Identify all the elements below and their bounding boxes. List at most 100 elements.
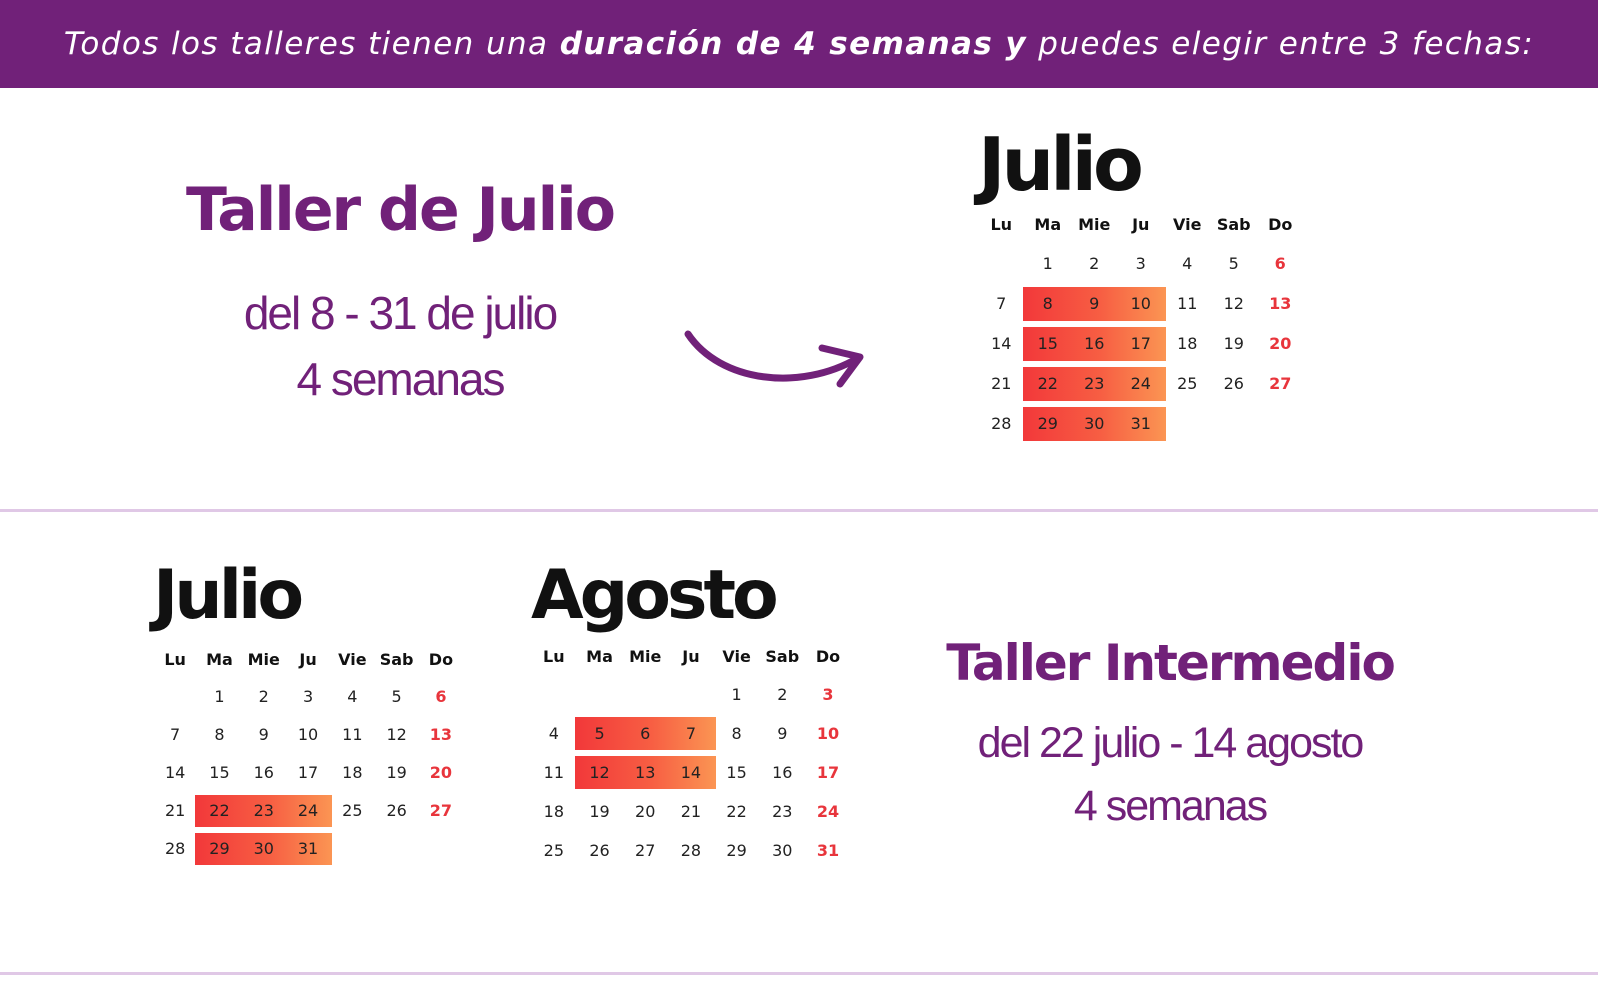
weekday-label: Ma bbox=[1034, 215, 1062, 234]
calendar-week-row: 1 2 3 4 5 6 bbox=[978, 244, 1304, 284]
calendar-week-row: 7 8 9 10 11 12 13 bbox=[153, 716, 463, 754]
calendar-day: 2 bbox=[258, 687, 269, 706]
calendar-week-row: 21 22 23 24 25 26 27 bbox=[153, 792, 463, 830]
calendar-day: 19 bbox=[1223, 334, 1244, 353]
workshop-highlight-band bbox=[574, 756, 716, 789]
calendar-day: 9 bbox=[258, 725, 269, 744]
calendar-week-row: 18 19 20 21 22 23 24 bbox=[531, 792, 851, 831]
calendar-day: 16 bbox=[1084, 334, 1105, 353]
weekday-label: Vie bbox=[1173, 215, 1202, 234]
weekday-label: Sab bbox=[1216, 215, 1251, 234]
section-divider bbox=[0, 509, 1598, 512]
weekday-label: Sab bbox=[765, 647, 800, 666]
calendar-day: 11 bbox=[543, 763, 565, 782]
calendar-day: 26 bbox=[589, 841, 610, 860]
calendar-day: 7 bbox=[685, 724, 696, 743]
weekday-header-row: Lu Ma Mie Ju Vie Sab Do bbox=[531, 638, 851, 675]
calendar-day-empty bbox=[978, 244, 1025, 284]
calendar-day: 28 bbox=[164, 839, 186, 858]
calendar-day: 15 bbox=[209, 763, 230, 782]
calendar-day: 27 bbox=[635, 841, 656, 860]
calendar-day: 3 bbox=[1135, 254, 1146, 273]
calendar-day: 8 bbox=[214, 725, 225, 744]
section-divider bbox=[0, 972, 1598, 975]
weekday-label: Mie bbox=[1078, 215, 1111, 234]
calendar-day: 26 bbox=[1223, 374, 1244, 393]
calendar-week-row: 1 2 3 4 5 6 bbox=[153, 678, 463, 716]
calendar-day: 18 bbox=[543, 802, 565, 821]
calendar-day: 14 bbox=[991, 334, 1012, 353]
calendar-day: 3 bbox=[302, 687, 314, 706]
calendar-day: 2 bbox=[1089, 254, 1100, 273]
calendar-day-empty bbox=[668, 675, 714, 714]
calendar-day: 15 bbox=[1037, 334, 1058, 353]
banner-text-bold: duración de 4 semanas y bbox=[559, 26, 1028, 62]
calendar-week-row: 25 26 27 28 29 30 31 bbox=[531, 831, 851, 870]
curved-arrow-right-icon bbox=[684, 330, 864, 388]
calendar-day: 14 bbox=[164, 763, 186, 782]
workshop-highlight-band bbox=[195, 795, 333, 827]
workshop-dates: del 8 - 31 de julio bbox=[243, 287, 558, 339]
calendar-day: 23 bbox=[772, 802, 793, 821]
calendar-day: 30 bbox=[253, 839, 274, 858]
calendar-day: 17 bbox=[1130, 334, 1151, 353]
calendar-day: 20 bbox=[429, 763, 453, 782]
banner-text-start: Todos los talleres tienen una bbox=[63, 26, 560, 62]
workshop-highlight-band bbox=[1022, 407, 1166, 441]
calendar-day: 19 bbox=[589, 802, 610, 821]
calendar-day: 6 bbox=[640, 724, 651, 743]
calendar-day: 17 bbox=[297, 763, 319, 782]
calendar-day: 8 bbox=[731, 724, 742, 743]
calendar-day: 8 bbox=[1042, 294, 1053, 313]
calendar-day: 28 bbox=[991, 414, 1012, 433]
weekday-label: Mie bbox=[247, 650, 280, 669]
workshop-title: Taller Intermedio bbox=[946, 634, 1396, 692]
weekday-label: Mie bbox=[629, 647, 662, 666]
calendar-day: 1 bbox=[1042, 254, 1053, 273]
calendar-day-empty bbox=[622, 675, 668, 714]
calendar-day: 29 bbox=[209, 839, 230, 858]
calendar-day: 22 bbox=[209, 801, 230, 820]
calendar-day: 9 bbox=[1089, 294, 1100, 313]
calendar-day: 7 bbox=[996, 294, 1007, 313]
workshop-intermediate-info: Taller Intermedio del 22 julio - 14 agos… bbox=[940, 638, 1400, 828]
workshop-highlight-band bbox=[574, 717, 716, 750]
workshop-highlight-band bbox=[195, 833, 333, 865]
calendar-month-title: Agosto bbox=[531, 556, 779, 635]
calendar-day: 25 bbox=[1177, 374, 1198, 393]
weekday-label: Sab bbox=[379, 650, 414, 669]
calendar-week-row: 4 5 6 7 8 9 10 bbox=[531, 714, 851, 753]
calendar-day: 23 bbox=[1084, 374, 1105, 393]
calendar-day: 29 bbox=[1037, 414, 1058, 433]
workshop-dates: del 22 julio - 14 agosto bbox=[977, 719, 1365, 767]
calendar-day: 10 bbox=[297, 725, 319, 744]
calendar-day: 1 bbox=[214, 687, 225, 706]
calendar-day-empty bbox=[1211, 404, 1258, 444]
calendar-day: 7 bbox=[170, 725, 181, 744]
calendar-week-row: 21 22 23 24 25 26 27 bbox=[978, 364, 1304, 404]
calendar-day: 22 bbox=[726, 802, 747, 821]
calendar-day-empty bbox=[577, 675, 623, 714]
weekday-label: Lu bbox=[164, 650, 186, 669]
calendar-day-empty bbox=[419, 830, 463, 868]
calendar-grid: Lu Ma Mie Ju Vie Sab Do 1 2 3 4 5 6 7 8 9 10 11 12 13 14 15 16… bbox=[153, 642, 463, 868]
calendar-day: 24 bbox=[816, 802, 840, 821]
weekday-label: Vie bbox=[338, 650, 367, 669]
weekday-label: Lu bbox=[543, 647, 565, 666]
calendar-day: 6 bbox=[1274, 254, 1286, 273]
workshop-july-info: Taller de Julio del 8 - 31 de julio 4 se… bbox=[150, 180, 650, 402]
calendar-day-empty bbox=[531, 675, 577, 714]
calendar-day: 28 bbox=[680, 841, 702, 860]
calendar-day: 31 bbox=[1130, 414, 1151, 433]
workshop-highlight-band bbox=[1022, 367, 1166, 401]
calendar-day: 30 bbox=[1084, 414, 1105, 433]
calendar-day: 12 bbox=[386, 725, 407, 744]
calendar-day: 11 bbox=[342, 725, 363, 744]
weekday-label: Ju bbox=[682, 647, 700, 666]
calendar-week-row: 11 12 13 14 15 16 17 bbox=[531, 753, 851, 792]
calendar-day: 11 bbox=[1177, 294, 1198, 313]
calendar-day: 3 bbox=[822, 685, 834, 704]
calendar-day: 25 bbox=[342, 801, 363, 820]
calendar-day: 9 bbox=[777, 724, 788, 743]
calendar-day: 10 bbox=[1130, 294, 1151, 313]
